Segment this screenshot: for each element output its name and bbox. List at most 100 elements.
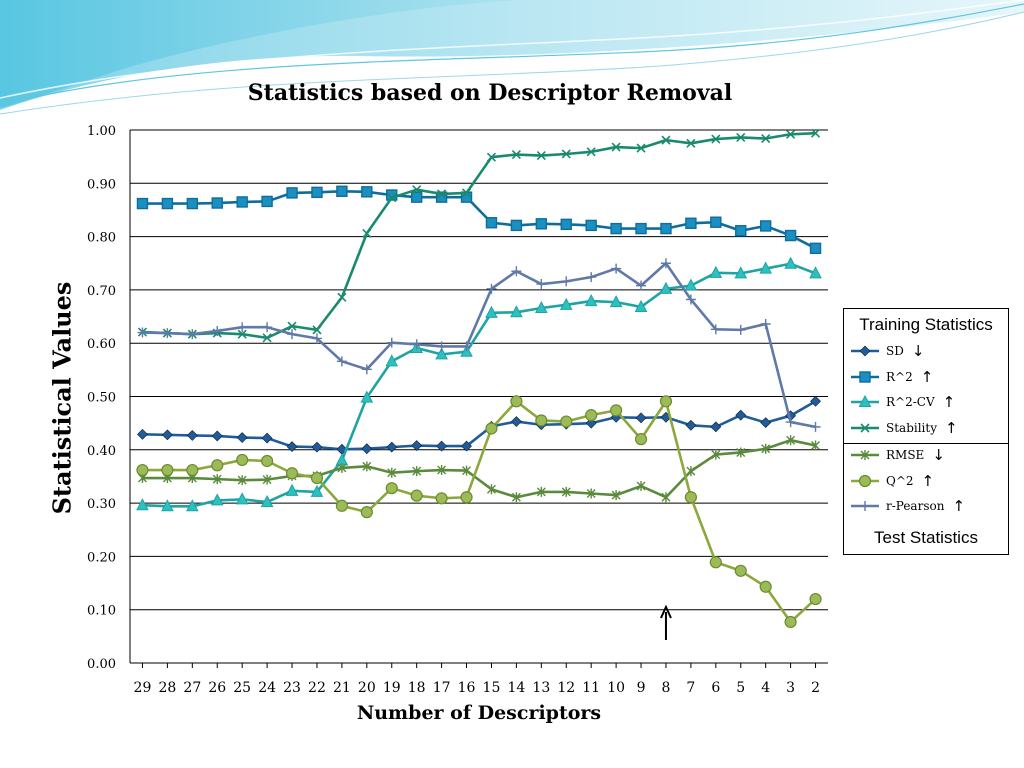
data-point-q2 <box>759 580 772 593</box>
data-point-stability <box>362 228 372 238</box>
series-sd <box>137 395 821 455</box>
x-tick-label: 20 <box>358 680 376 696</box>
x-tick-label: 6 <box>711 680 720 696</box>
y-tick-label: 0.30 <box>87 497 116 512</box>
data-point-r-pearson <box>137 327 148 338</box>
legend-label-r2: R^2 <box>886 369 913 384</box>
legend-item-q2: Q^2 ↑ <box>850 471 934 491</box>
data-point-r-pearson <box>685 294 696 305</box>
x-tick-label: 23 <box>283 680 301 696</box>
data-point-rmse <box>212 474 222 485</box>
data-point-r-pearson <box>411 339 422 350</box>
legend-swatch-r2 <box>851 370 879 383</box>
data-point-sd <box>710 421 722 433</box>
data-point-r-pearson <box>212 325 223 336</box>
data-point-sd <box>436 440 448 452</box>
data-point-sd <box>311 441 323 453</box>
legend-swatch-rmse <box>851 450 879 460</box>
legend-item-rmse: RMSE ↓ <box>850 445 945 465</box>
data-point-stability <box>686 138 696 148</box>
data-point-sd <box>236 432 248 443</box>
data-point-q2 <box>610 404 623 417</box>
data-point-r-pearson <box>586 272 597 283</box>
data-point-rmse <box>387 467 397 478</box>
data-point-sd <box>760 417 772 429</box>
data-point-r2-cv <box>385 354 399 367</box>
data-point-q2 <box>385 482 398 495</box>
y-tick-label: 1.00 <box>87 124 116 139</box>
data-point-rmse <box>586 488 596 499</box>
x-tick-label: 16 <box>458 680 476 696</box>
data-point-q2 <box>784 615 797 629</box>
data-point-q2 <box>485 422 498 435</box>
data-point-q2 <box>410 489 423 502</box>
legend-training-heading: Training Statistics <box>859 315 993 334</box>
data-point-r-pearson <box>785 417 796 428</box>
x-axis-label: Number of Descriptors <box>356 702 602 724</box>
data-point-r2 <box>685 217 697 229</box>
series-r-pearson <box>137 258 821 432</box>
series-r2-cv <box>136 256 822 512</box>
data-point-stability <box>412 185 422 195</box>
data-point-r2 <box>560 218 572 231</box>
data-point-rmse <box>711 449 721 460</box>
data-point-stability <box>437 189 447 199</box>
data-point-r-pearson <box>162 328 173 339</box>
legend-swatch-r2-cv <box>851 395 879 407</box>
data-point-q2 <box>585 409 598 422</box>
data-point-r2-cv <box>285 483 299 496</box>
data-point-sd <box>211 430 223 442</box>
y-tick-label: 0.10 <box>87 604 116 619</box>
data-point-stability <box>511 149 521 160</box>
data-point-r-pearson <box>237 322 248 333</box>
data-point-rmse <box>362 461 372 472</box>
data-point-rmse <box>736 447 746 458</box>
series-line-r2 <box>142 189 817 250</box>
data-point-q2 <box>360 506 373 519</box>
data-point-r2-cv <box>559 297 573 310</box>
data-point-rmse <box>611 490 621 501</box>
data-point-r-pearson <box>536 279 547 290</box>
legend-label-rmse: RMSE <box>886 448 925 462</box>
x-tick-label: 3 <box>786 680 795 696</box>
x-tick-label: 8 <box>662 680 671 696</box>
data-point-rmse <box>337 462 347 473</box>
data-point-r2 <box>759 220 772 232</box>
data-point-r2-cv <box>485 305 498 318</box>
data-point-r2 <box>610 222 622 235</box>
data-point-r2-cv <box>634 299 648 312</box>
data-point-rmse <box>262 474 272 485</box>
x-tick-label: 5 <box>736 680 745 696</box>
legend-arrow-q2: ↑ <box>921 471 935 490</box>
legend-arrow-r2: ↑ <box>920 367 934 386</box>
data-point-r2 <box>311 186 323 199</box>
legend-item-stability: Stability ↑ <box>850 418 958 438</box>
data-point-rmse <box>636 481 646 492</box>
series-stability <box>137 128 821 343</box>
data-point-sd <box>810 395 821 407</box>
data-point-r-pearson <box>336 356 347 367</box>
legend-label-r2-cv: R^2-CV <box>886 395 935 409</box>
data-point-r2 <box>410 191 423 203</box>
data-point-r2-cv <box>784 256 797 269</box>
data-point-r-pearson <box>461 341 472 352</box>
data-point-r2 <box>236 196 248 208</box>
y-tick-label: 0.70 <box>87 284 116 299</box>
data-point-q2 <box>335 499 348 512</box>
legend-swatch-sd <box>851 345 879 357</box>
data-point-rmse <box>686 466 696 477</box>
data-point-r-pearson <box>735 324 746 335</box>
x-tick-label: 4 <box>761 680 770 696</box>
data-point-r2 <box>585 219 597 232</box>
series-rmse <box>137 435 821 503</box>
data-point-sd <box>186 429 198 441</box>
x-tick-label: 24 <box>258 680 276 696</box>
data-point-r2-cv <box>809 266 822 279</box>
x-tick-label: 26 <box>208 680 226 696</box>
data-point-q2 <box>136 463 149 477</box>
data-point-r2 <box>136 197 149 210</box>
legend-arrow-r-pearson: ↑ <box>952 497 966 515</box>
data-point-r2 <box>286 187 298 199</box>
x-tick-label: 12 <box>557 680 575 696</box>
